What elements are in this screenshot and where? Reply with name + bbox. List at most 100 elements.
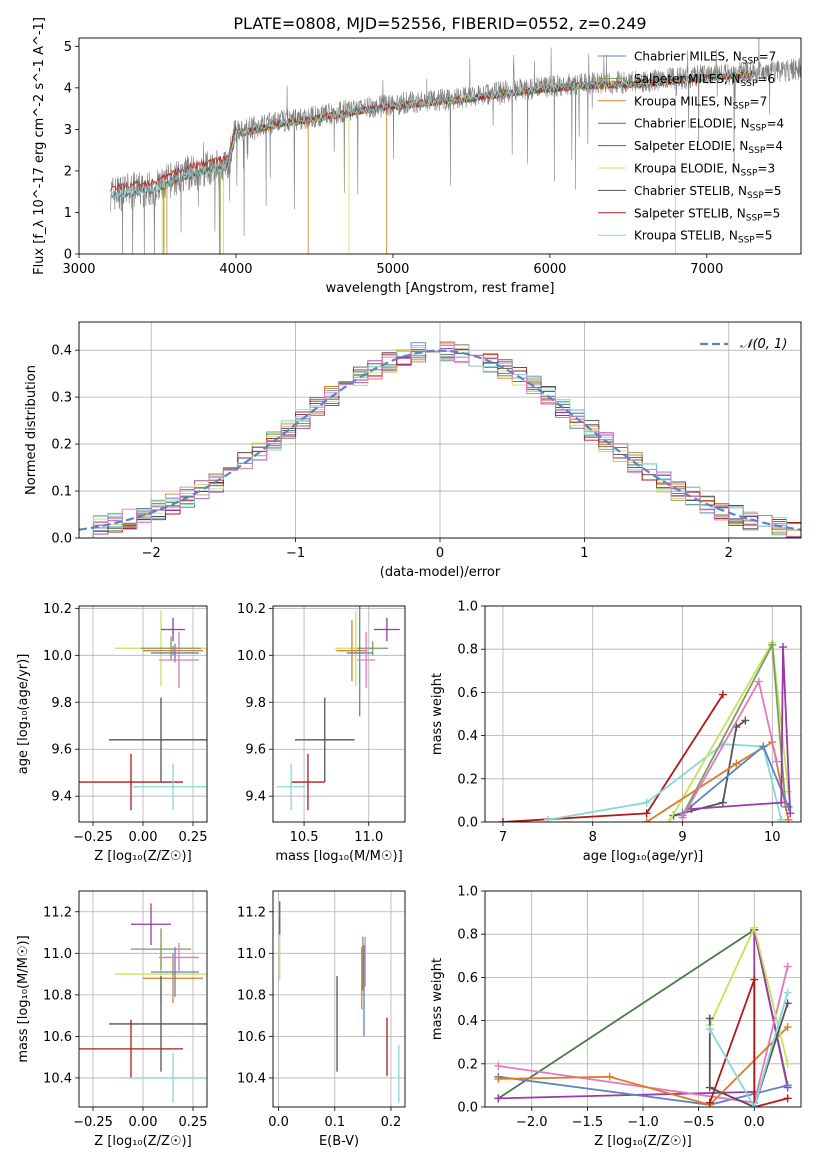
figure-title: PLATE=0808, MJD=52556, FIBERID=0552, z=0… [233,14,646,33]
residuals-xtick-label: −1 [286,546,305,561]
z_mass-ylabel: mass [log₁₀(M/M☉)] [16,935,31,1062]
z_weight-ytick-label: 0.0 [457,1101,478,1116]
z_mass-xlabel: Z [log₁₀(Z/Z☉)] [94,1134,191,1149]
age_weight-xtick-label: 9 [678,830,686,845]
z_weight-series-line [709,992,789,1107]
spectrum-plot [110,38,801,254]
age_weight-point-marker [759,742,768,751]
z_age-ylabel: age [log₁₀(age/yr)] [16,654,31,775]
ebv_mass-xlabel: E(B-V) [319,1134,359,1149]
z_weight-series-line [708,1003,789,1107]
legend-label: Salpeter ELODIE, NSSP=4 [634,139,783,156]
spectrum-xlabel: wavelength [Angstrom, rest frame] [326,281,555,296]
z_weight-point-marker [705,1083,714,1092]
spectrum-ytick-label: 5 [64,40,72,55]
spectrum-ytick-label: 2 [64,164,72,179]
spectrum-ytick-label: 3 [64,123,72,138]
ebv_mass-xtick-label: 0.0 [268,1115,289,1130]
z_mass-grid [79,891,207,1107]
mass_age-panel: 10.5 11.0 9.4 9.6 9.8 10.0 10.2 mass [log₁₀(M/M… [237,602,406,864]
ebv_mass-xtick-label: 0.2 [381,1115,402,1130]
mass_age-ytick-label: 9.6 [245,743,266,758]
z_mass-ytick-label: 10.8 [43,988,72,1003]
z_weight-point-marker [750,923,759,932]
z_weight-ytick-label: 0.2 [457,1057,478,1072]
spectrum-legend: Chabrier MILES, NSSP=7 Salpeter MILES, NS… [598,50,784,246]
age_weight-point-marker [678,813,687,822]
legend-label: Kroupa ELODIE, NSSP=3 [634,162,775,179]
age_weight-point-marker [718,798,727,807]
ebv_mass-frame [272,890,406,1108]
z_weight-xtick-label: −1.5 [572,1115,604,1130]
z_weight-point-marker [783,1023,792,1032]
z_mass-xtick-label: −0.25 [73,1115,113,1130]
z_weight-point-marker [494,1074,503,1083]
z_age-ytick-label: 9.4 [51,790,72,805]
panels: 3000 4000 5000 6000 7000 0 1 2 3 4 5 wavelength [An… [16,17,802,1149]
legend-label: Chabrier ELODIE, NSSP=4 [634,117,784,134]
gaussian-curve [79,349,801,531]
age_weight-point-marker [732,759,741,768]
residuals-ytick-label: 0.0 [51,532,72,547]
residuals-xtick-label: −2 [142,546,161,561]
z_mass-xtick-label: 0.00 [129,1115,158,1130]
z_age-xtick-label: 0.00 [129,830,158,845]
age_weight-point-marker [718,690,727,699]
z_weight-point-marker [705,1025,714,1034]
age_weight-ytick-label: 0.4 [457,729,478,744]
z_age-ytick-label: 10.2 [43,602,72,617]
z_mass-xtick-label: 0.25 [179,1115,208,1130]
z_mass-ytick-label: 10.6 [43,1030,72,1045]
z_age-ytick-label: 9.8 [51,696,72,711]
z_weight-ylabel: mass weight [430,958,445,1040]
age_weight-xtick-label: 7 [499,830,507,845]
z_weight-xtick-label: 0.0 [744,1115,765,1130]
mass_age-xtick-label: 11.0 [354,830,383,845]
spectrum-ytick-label: 4 [64,81,72,96]
legend-label: Salpeter STELIB, NSSP=5 [634,206,780,223]
z_age-panel: −0.25 0.00 0.25 9.4 9.6 9.8 10.0 10.2 Z [log₁₀(Z… [16,602,208,864]
legend-label: Chabrier STELIB, NSSP=5 [634,184,782,201]
age_weight-point-marker [777,798,786,807]
z_weight-point-marker [494,1094,503,1103]
z_age-xtick-label: −0.25 [73,830,113,845]
residuals-frame [78,321,802,539]
spectrum-panel: 3000 4000 5000 6000 7000 0 1 2 3 4 5 wavelength [An… [32,17,802,296]
age_weight-xtick-label: 10 [764,830,781,845]
mass_age-ytick-label: 10.2 [237,602,266,617]
z_age-xtick-label: 0.25 [179,830,208,845]
z_weight-xtick-label: −2.0 [516,1115,548,1130]
ebv_mass-ytick-label: 10.8 [237,988,266,1003]
z_weight-plot [494,923,792,1107]
z_weight-point-marker [750,1103,759,1107]
age_weight-ytick-label: 0.6 [457,686,478,701]
ebv_mass-plot [279,901,400,1103]
z_age-frame [78,605,208,823]
age_weight-xlabel: age [log₁₀(age/yr)] [583,849,704,864]
z_age-grid [79,606,207,822]
residuals-ytick-label: 0.4 [51,344,72,359]
age_weight-point-marker [772,757,781,766]
age_weight-plot [498,638,795,822]
legend-label: Kroupa STELIB, NSSP=5 [634,229,772,246]
ebv_mass-ytick-label: 11.0 [237,947,266,962]
z_mass-ytick-label: 11.0 [43,947,72,962]
z_weight-point-marker [783,1059,792,1068]
z_weight-point-marker [783,988,792,997]
age_weight-xtick-label: 8 [589,830,597,845]
residuals-ytick-label: 0.2 [51,438,72,453]
age_weight-point-marker [741,716,750,725]
age_weight-point-marker [642,798,651,807]
age_weight-point-marker [786,809,795,818]
z_weight-ytick-label: 0.4 [457,1014,478,1029]
age_weight-panel: 7 8 9 10 0.0 0.2 0.4 0.6 0.8 1.0 age [log₁₀(age/yr… [430,600,802,864]
spectrum-xtick-label: 6000 [533,262,566,277]
age_weight-point-marker [784,815,793,822]
z_weight-ytick-label: 0.8 [457,928,478,943]
spectrum-xtick-label: 4000 [219,262,252,277]
age_weight-point-marker [777,815,786,822]
z_mass-panel: −0.25 0.00 0.25 10.4 10.6 10.8 11.0 11.2 Z [log₁… [16,890,208,1149]
residuals-ylabel: Normed distribution [24,365,39,495]
ebv_mass-ytick-label: 11.2 [237,905,266,920]
